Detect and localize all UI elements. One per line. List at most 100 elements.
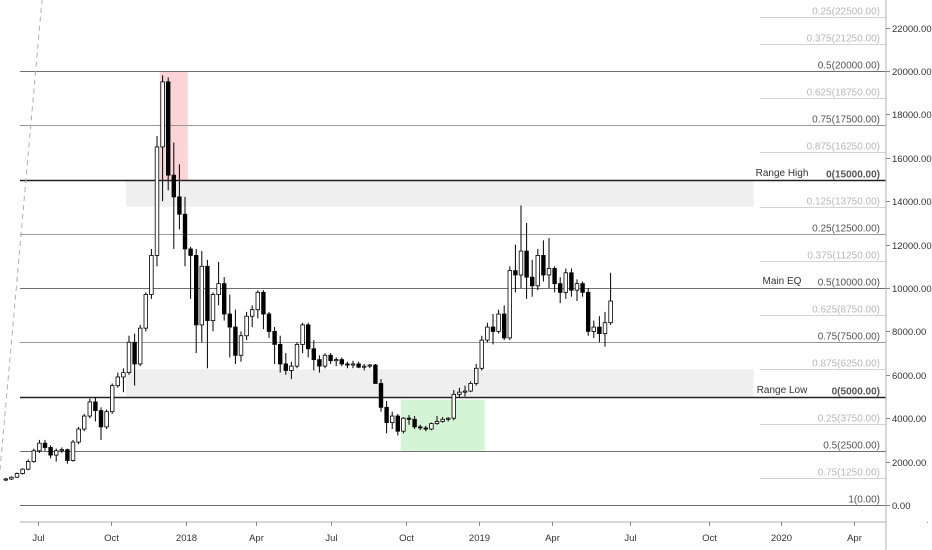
candle: [580, 281, 585, 297]
candle-body: [429, 423, 434, 430]
candles-layer: [3, 75, 613, 482]
candle-body: [31, 450, 36, 463]
y-tick-label: 0.00: [892, 501, 911, 512]
candle-body: [70, 441, 76, 461]
candle-body: [333, 359, 339, 362]
candle-body: [165, 81, 171, 176]
candle-body: [48, 447, 53, 456]
x-tick-label: 2019: [469, 533, 490, 544]
candle-body: [93, 401, 98, 412]
x-tick-label: Jul: [624, 533, 636, 544]
candle: [289, 361, 294, 380]
candle-body: [445, 417, 451, 420]
y-tick-label: 18000.00: [892, 110, 932, 121]
candle: [569, 268, 574, 297]
candle: [98, 407, 104, 440]
candle: [244, 311, 249, 341]
fib-label: 0.75(7500.00): [818, 332, 880, 343]
fib-label: 0.25(3750.00): [818, 414, 880, 425]
candle-body: [468, 383, 473, 392]
range-annotation: Range High: [756, 168, 809, 179]
candle: [82, 413, 87, 432]
candle: [473, 363, 479, 386]
candle: [440, 417, 445, 423]
candle: [485, 322, 490, 343]
candle-body: [210, 294, 216, 321]
candle-body: [205, 265, 210, 321]
candle: [193, 248, 199, 354]
candle: [115, 372, 120, 388]
price-axis[interactable]: 0.00 2000.00 4000.00 6000.00 8000.00 10000.00…: [885, 0, 932, 550]
x-tick-label: Oct: [399, 533, 414, 544]
x-tick-label: Apr: [545, 533, 560, 544]
candle: [121, 368, 126, 393]
candle-body: [14, 473, 20, 478]
candle-body: [356, 363, 361, 368]
candle: [552, 266, 557, 293]
candle: [395, 413, 400, 436]
candle: [210, 292, 216, 332]
candle-body: [339, 359, 344, 365]
candle-body: [485, 326, 490, 341]
fib-label: 0.5(10000.00): [818, 278, 880, 289]
candle-body: [406, 417, 412, 420]
y-tick-label: 14000.00: [892, 197, 932, 208]
candle-body: [227, 313, 232, 328]
candle: [378, 379, 384, 412]
fib-label: 0.625(8750.00): [812, 305, 880, 316]
candle-body: [305, 324, 311, 350]
candle: [137, 324, 143, 367]
candle: [277, 335, 283, 373]
candle-body: [25, 461, 31, 470]
candle-body: [434, 421, 440, 425]
candle: [37, 439, 42, 453]
candle-body: [137, 327, 143, 365]
fib-label: 0.125(13750.00): [807, 197, 880, 208]
candle-body: [244, 315, 249, 337]
time-axis[interactable]: JulOct2018AprJulOct2019AprJulOct2020AprJ…: [20, 521, 932, 544]
candle: [356, 361, 361, 369]
candle: [199, 251, 204, 343]
candle: [25, 459, 31, 471]
candle-body: [3, 478, 8, 481]
candle-body: [602, 322, 608, 334]
fib-label: 0.875(6250.00): [812, 359, 880, 370]
candle: [31, 448, 36, 463]
candle-body: [143, 294, 148, 329]
candle-body: [42, 442, 48, 448]
candle-body: [608, 300, 613, 324]
candle-body: [345, 363, 350, 366]
candle-body: [188, 248, 193, 256]
candle-body: [182, 213, 188, 250]
candle-body: [266, 313, 272, 332]
candle: [149, 248, 154, 299]
candle: [317, 355, 322, 373]
candle-body: [104, 411, 109, 428]
candle-body: [76, 428, 81, 443]
candle: [104, 409, 109, 430]
candle: [188, 246, 193, 299]
candle: [261, 290, 266, 330]
candle: [311, 340, 316, 371]
candle-body: [328, 354, 333, 362]
candle-body: [160, 81, 165, 148]
candle: [574, 279, 580, 302]
candle: [238, 331, 244, 362]
fib-label: 0.375(11250.00): [807, 251, 880, 262]
y-tick-label: 22000.00: [892, 24, 932, 35]
candle: [249, 305, 255, 328]
candle: [65, 448, 70, 464]
candle: [490, 314, 496, 345]
candle-body: [417, 426, 423, 429]
candle: [608, 272, 613, 325]
candle: [597, 316, 602, 343]
candle: [165, 77, 171, 191]
candle: [513, 244, 518, 293]
candle-body: [440, 418, 445, 422]
candle-body: [317, 359, 322, 367]
candle: [70, 439, 76, 462]
candle: [451, 389, 456, 421]
candle: [586, 288, 591, 336]
candle: [132, 333, 137, 386]
